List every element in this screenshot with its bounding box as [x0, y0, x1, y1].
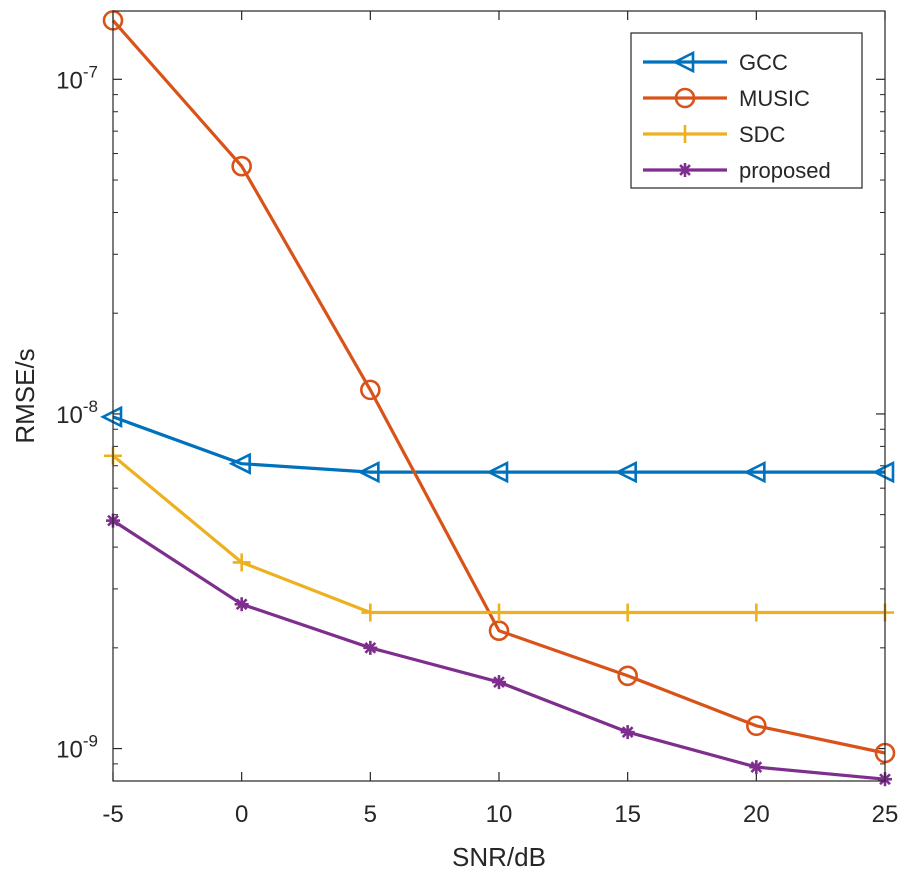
data-point-music	[231, 155, 252, 177]
data-point-sdc	[361, 603, 380, 622]
x-tick-label: -5	[102, 801, 123, 828]
data-point-music	[617, 665, 638, 687]
plot-frame	[112, 10, 886, 782]
marker-shape	[750, 761, 763, 774]
y-tick-label: 10-8	[56, 397, 98, 429]
marker-shape	[872, 461, 895, 484]
series-gcc	[100, 405, 895, 484]
series-line-gcc	[112, 415, 885, 474]
marker-shape	[621, 726, 634, 738]
legend-marker-sdc	[676, 125, 694, 143]
x-tick-label: 5	[364, 801, 377, 828]
series-line-music	[111, 19, 886, 755]
legend-marker-music	[674, 87, 696, 109]
marker-shape	[679, 164, 691, 176]
marker-shape	[674, 87, 696, 109]
marker-shape	[100, 405, 123, 428]
y-tick-label: 10-9	[56, 732, 98, 764]
data-point-gcc	[486, 461, 509, 484]
data-point-gcc	[100, 405, 123, 428]
y-tick-label: 10-7	[56, 62, 98, 94]
x-tick-labels: -5 0 5 10 15 20 25	[102, 801, 898, 828]
legend-label-proposed: proposed	[739, 158, 831, 183]
marker-shape	[231, 155, 252, 177]
legend-box	[630, 32, 863, 189]
marker-shape	[360, 379, 381, 401]
data-point-proposed	[363, 640, 378, 655]
data-point-sdc	[490, 603, 508, 622]
legend-entry-gcc: GCC	[643, 50, 788, 75]
x-tick-label: 25	[872, 801, 899, 828]
marker-shape	[493, 676, 505, 688]
marker-shape	[486, 461, 509, 484]
legend-marker-gcc	[672, 50, 695, 74]
data-point-gcc	[228, 452, 251, 475]
marker-shape	[743, 461, 766, 484]
y-axis-label: RMSE/s	[10, 348, 40, 443]
data-point-proposed	[620, 725, 635, 740]
data-point-proposed	[234, 597, 249, 612]
x-tick-label: 15	[614, 801, 641, 828]
marker-shape	[228, 452, 251, 475]
data-point-proposed	[749, 760, 764, 775]
legend-entry-music: MUSIC	[643, 86, 810, 111]
legend-entry-proposed: proposed	[643, 158, 831, 183]
x-axis-label: SNR/dB	[452, 842, 546, 872]
legend-label-gcc: GCC	[739, 50, 788, 75]
legend: GCC MUSIC SDC proposed	[630, 32, 863, 189]
data-point-sdc	[747, 603, 766, 622]
data-point-music	[488, 620, 510, 642]
marker-shape	[357, 461, 380, 484]
data-point-music	[360, 379, 381, 401]
marker-shape	[672, 50, 695, 74]
marker-shape	[488, 620, 510, 642]
legend-marker-proposed	[678, 163, 692, 177]
data-point-sdc	[232, 553, 251, 572]
marker-shape	[614, 461, 637, 484]
marker-shape	[746, 715, 767, 737]
data-point-proposed	[492, 675, 506, 690]
minor-ticks	[113, 94, 885, 782]
x-tick-label: 10	[486, 801, 513, 828]
x-tick-label: 0	[235, 801, 248, 828]
x-tick-label: 20	[743, 801, 770, 828]
legend-entry-sdc: SDC	[643, 122, 786, 147]
marker-shape	[617, 665, 638, 687]
data-point-music	[746, 715, 767, 737]
y-tick-labels: 10-9 10-8 10-7	[56, 62, 98, 763]
data-point-gcc	[357, 461, 380, 484]
data-point-gcc	[743, 461, 766, 484]
data-point-gcc	[614, 461, 637, 484]
data-point-gcc	[872, 461, 895, 484]
marker-shape	[235, 598, 248, 611]
data-point-sdc	[618, 603, 637, 622]
legend-label-music: MUSIC	[739, 86, 810, 111]
marker-shape	[364, 641, 377, 654]
legend-label-sdc: SDC	[739, 122, 786, 147]
